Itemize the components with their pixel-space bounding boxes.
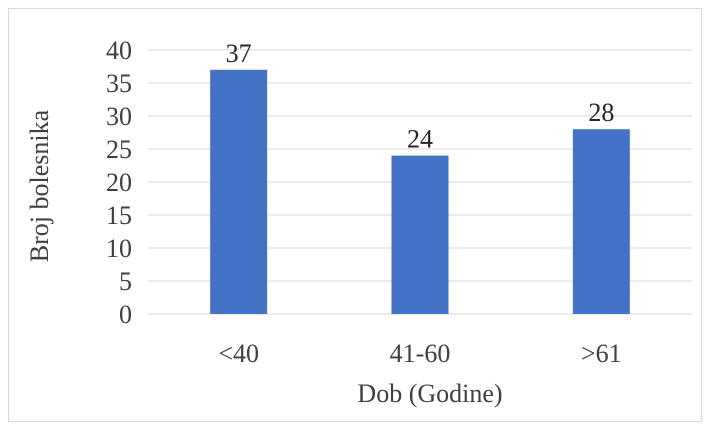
y-tick-label: 20 bbox=[106, 168, 132, 197]
x-tick-label: <40 bbox=[218, 339, 259, 368]
x-tick-labels: <40 41-60 >61 bbox=[218, 339, 621, 368]
bars bbox=[210, 69, 630, 314]
data-label: 37 bbox=[226, 39, 252, 68]
data-labels: 37 24 28 bbox=[226, 39, 615, 154]
data-label: 24 bbox=[407, 125, 433, 154]
x-tick-label: 41-60 bbox=[390, 339, 451, 368]
y-tick-label: 15 bbox=[106, 201, 132, 230]
y-tick-label: 30 bbox=[106, 102, 132, 131]
bar bbox=[210, 69, 268, 314]
y-tick-label: 40 bbox=[106, 36, 132, 65]
x-tick-label: >61 bbox=[581, 339, 622, 368]
bar bbox=[391, 155, 449, 314]
y-tick-label: 10 bbox=[106, 234, 132, 263]
y-tick-labels: 0 5 10 15 20 25 30 35 40 bbox=[106, 36, 132, 329]
bar bbox=[572, 129, 630, 314]
y-axis-title: Broj bolesnika bbox=[25, 109, 54, 262]
data-label: 28 bbox=[588, 98, 614, 127]
y-tick-label: 25 bbox=[106, 135, 132, 164]
y-tick-label: 35 bbox=[106, 69, 132, 98]
x-axis-title: Dob (Godine) bbox=[357, 379, 502, 408]
y-tick-label: 0 bbox=[119, 300, 132, 329]
y-tick-label: 5 bbox=[119, 267, 132, 296]
